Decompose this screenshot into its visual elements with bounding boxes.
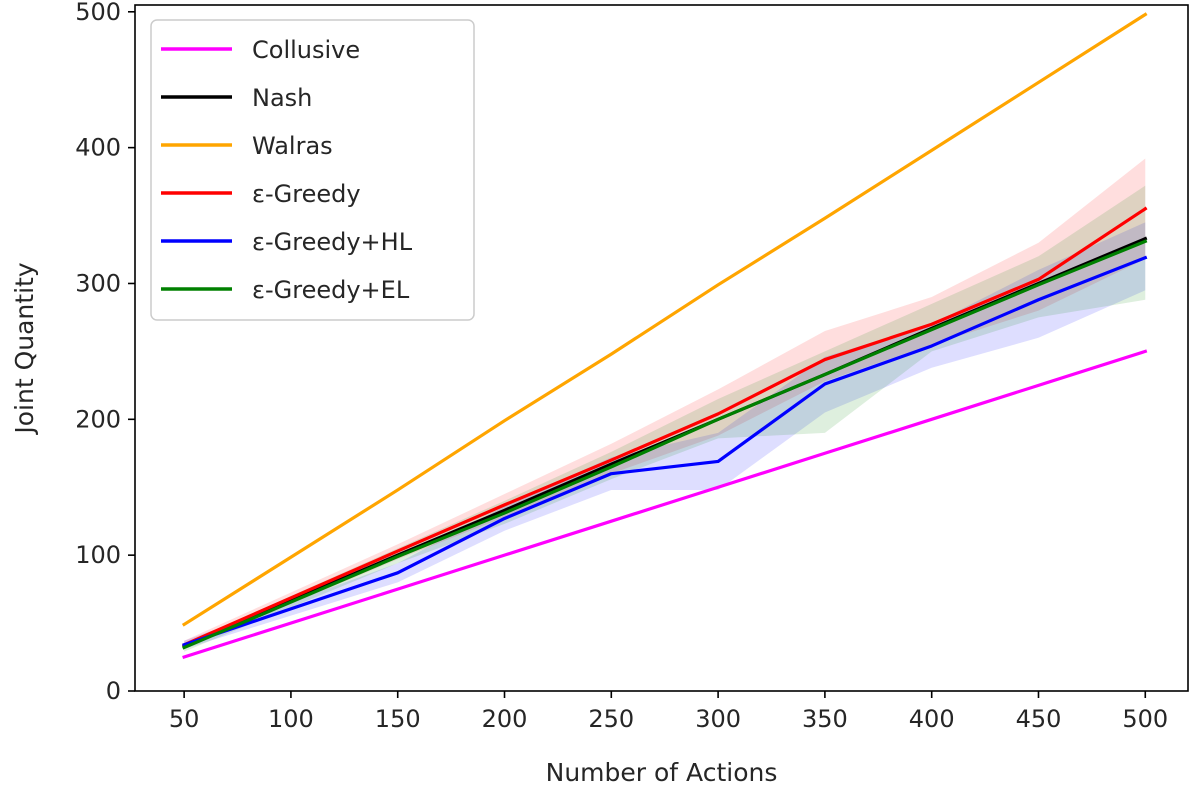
x-tick-label: 300 <box>695 705 741 733</box>
x-tick-label: 150 <box>375 705 421 733</box>
y-axis: 0 100 200 300 400 500 <box>75 0 135 705</box>
x-tick-label: 200 <box>482 705 528 733</box>
x-tick-label: 500 <box>1122 705 1168 733</box>
x-axis: 50 100 150 200 250 300 350 400 450 500 <box>169 691 1168 733</box>
legend: Collusive Nash Walras ε-Greedy ε-Greedy+HL ε-… <box>150 19 475 321</box>
line-epsilon-greedy-el <box>182 239 1148 650</box>
band-epsilon-greedy <box>184 158 1146 649</box>
legend-label-walras: Walras <box>252 132 333 160</box>
legend-label-collusive: Collusive <box>252 36 360 64</box>
y-tick-label: 400 <box>75 134 121 162</box>
y-tick-label: 500 <box>75 0 121 26</box>
legend-label-epsilon-greedy-hl: ε-Greedy+HL <box>252 228 413 256</box>
x-tick-label: 50 <box>169 705 200 733</box>
x-tick-label: 100 <box>268 705 314 733</box>
legend-label-nash: Nash <box>252 84 312 112</box>
legend-label-epsilon-greedy: ε-Greedy <box>252 180 361 208</box>
series-lines <box>181 12 1148 660</box>
y-tick-label: 0 <box>106 677 121 705</box>
x-tick-label: 250 <box>588 705 634 733</box>
y-tick-label: 300 <box>75 269 121 297</box>
plot-frame <box>134 4 1189 692</box>
y-tick-label: 100 <box>75 541 121 569</box>
line-walras <box>181 12 1148 627</box>
line-epsilon-greedy <box>182 206 1148 647</box>
y-tick-label: 200 <box>75 405 121 433</box>
line-epsilon-greedy-hl <box>182 255 1148 647</box>
x-tick-label: 400 <box>909 705 955 733</box>
legend-frame <box>150 19 475 321</box>
x-axis-label: Number of Actions <box>546 758 778 787</box>
y-axis-label: Joint Quantity <box>10 262 39 435</box>
x-tick-label: 350 <box>802 705 848 733</box>
legend-label-epsilon-greedy-el: ε-Greedy+EL <box>252 276 410 304</box>
line-collusive <box>182 349 1148 660</box>
x-tick-label: 450 <box>1016 705 1062 733</box>
